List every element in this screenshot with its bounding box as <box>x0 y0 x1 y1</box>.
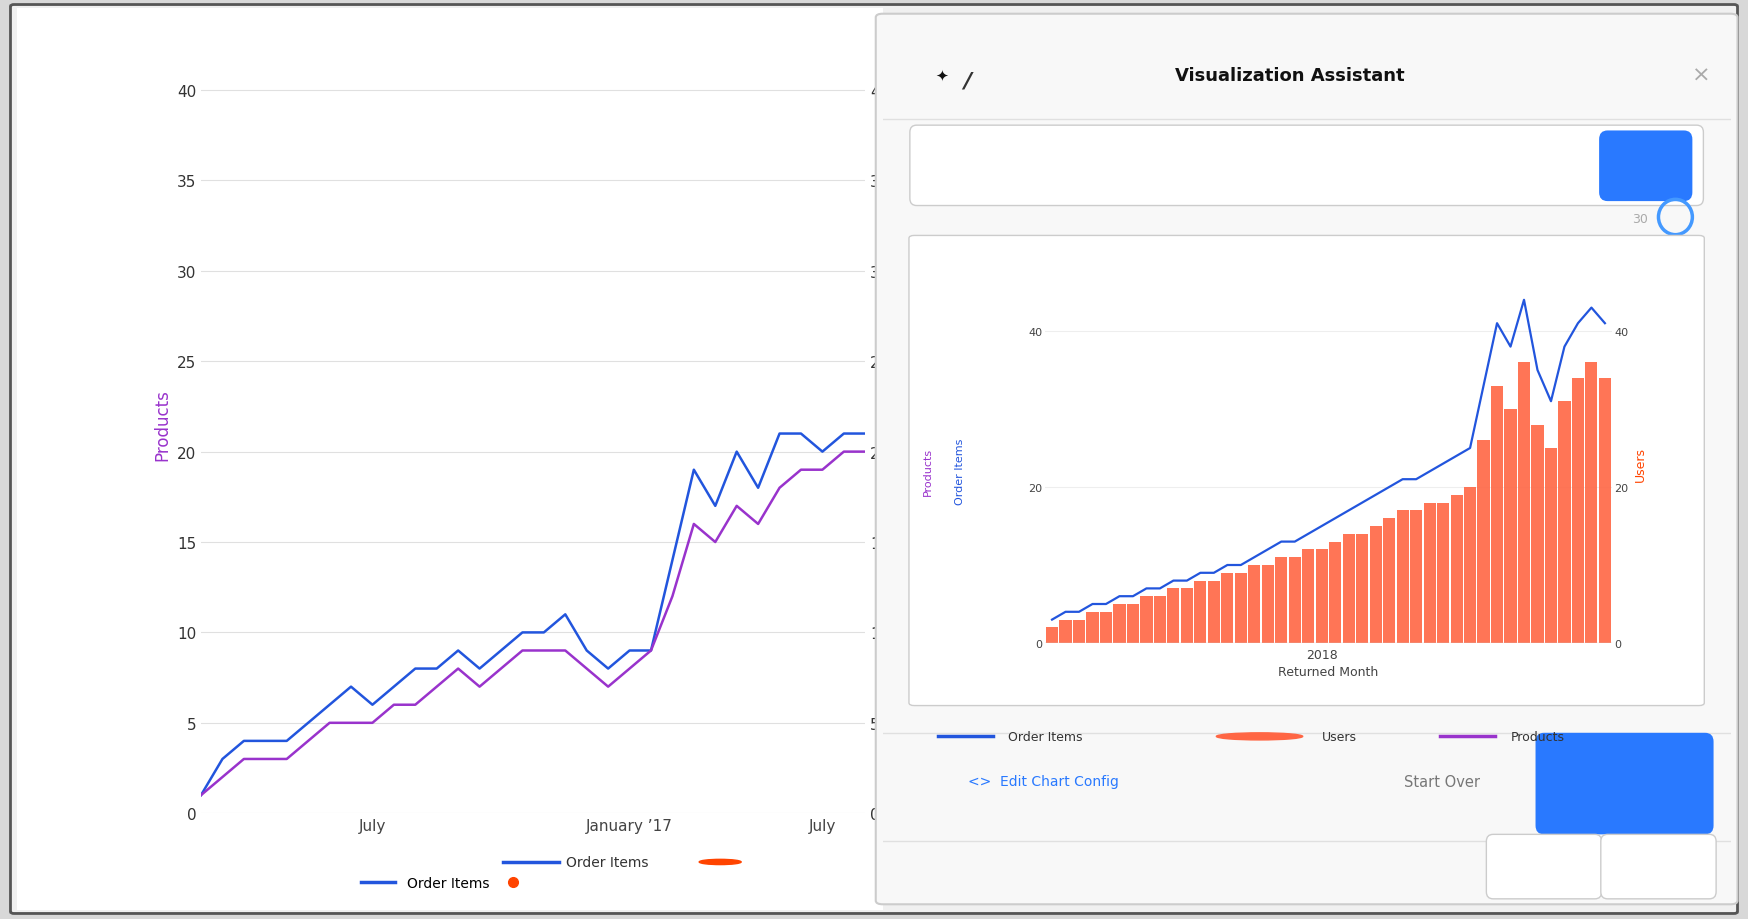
Bar <box>1397 511 1409 643</box>
Bar <box>1073 620 1086 643</box>
Bar <box>1087 612 1098 643</box>
Y-axis label: Order Items: Order Items <box>895 376 912 474</box>
Bar <box>1505 410 1517 643</box>
FancyBboxPatch shape <box>1535 733 1713 834</box>
Circle shape <box>699 859 741 865</box>
Bar <box>1531 425 1543 643</box>
Text: Order Items: Order Items <box>1009 730 1084 743</box>
Text: ✦: ✦ <box>1675 136 1682 144</box>
Text: Apply: Apply <box>1598 775 1652 792</box>
X-axis label: Returned Month: Returned Month <box>1278 665 1379 678</box>
Bar <box>1559 402 1570 643</box>
Bar <box>1154 596 1166 643</box>
Legend: Order Items,  : Order Items, <box>355 870 552 896</box>
Bar <box>1182 589 1192 643</box>
FancyBboxPatch shape <box>1599 131 1692 202</box>
Bar <box>1140 596 1152 643</box>
Bar <box>1168 589 1180 643</box>
Bar <box>1491 386 1503 643</box>
Text: Users: Users <box>1321 730 1358 743</box>
Bar <box>1370 527 1381 643</box>
Bar <box>1517 363 1530 643</box>
Bar <box>1208 581 1220 643</box>
Bar <box>1383 518 1395 643</box>
Text: <>  Edit Chart Config: <> Edit Chart Config <box>968 775 1119 789</box>
Bar <box>1599 379 1612 643</box>
Text: Order Items: Order Items <box>954 437 965 505</box>
Bar <box>1288 558 1301 643</box>
Bar <box>1127 605 1140 643</box>
Bar <box>1113 605 1126 643</box>
Y-axis label: Users: Users <box>1634 447 1647 482</box>
Bar <box>1342 534 1355 643</box>
Bar <box>1059 620 1072 643</box>
Text: Start Over: Start Over <box>1404 774 1481 789</box>
Bar <box>1328 542 1341 643</box>
FancyBboxPatch shape <box>1601 834 1717 899</box>
Text: ×: × <box>1692 66 1710 85</box>
Text: ✦: ✦ <box>935 68 949 84</box>
Text: Products: Products <box>1510 730 1564 743</box>
Bar <box>1423 503 1435 643</box>
Bar <box>1451 495 1463 643</box>
Bar <box>1262 565 1274 643</box>
Text: Make the users series a column: Make the users series a column <box>942 158 1196 173</box>
Bar <box>1248 565 1260 643</box>
Bar <box>1045 628 1058 643</box>
Bar <box>1545 448 1557 643</box>
Bar <box>1477 441 1489 643</box>
Bar <box>1437 503 1449 643</box>
Bar <box>1585 363 1598 643</box>
Text: Order Items: Order Items <box>566 855 649 869</box>
Text: Visualization Assistant: Visualization Assistant <box>1175 67 1404 85</box>
FancyBboxPatch shape <box>911 126 1703 206</box>
Bar <box>1222 573 1234 643</box>
Text: 30: 30 <box>1633 213 1648 226</box>
Bar <box>1316 550 1328 643</box>
Text: 👎: 👎 <box>1654 858 1662 874</box>
Bar <box>1356 534 1369 643</box>
Bar <box>1276 558 1287 643</box>
Bar <box>1571 379 1584 643</box>
Bar <box>1302 550 1314 643</box>
Bar <box>1465 487 1475 643</box>
Text: Products: Products <box>923 447 933 495</box>
Text: /: / <box>963 72 972 92</box>
FancyBboxPatch shape <box>10 6 1738 913</box>
Bar <box>1194 581 1206 643</box>
Y-axis label: Products: Products <box>154 389 171 461</box>
Text: 👍: 👍 <box>1540 858 1549 874</box>
Circle shape <box>1217 733 1302 740</box>
Bar <box>1411 511 1423 643</box>
Bar <box>1234 573 1246 643</box>
Bar <box>1099 612 1112 643</box>
FancyBboxPatch shape <box>1486 834 1601 899</box>
